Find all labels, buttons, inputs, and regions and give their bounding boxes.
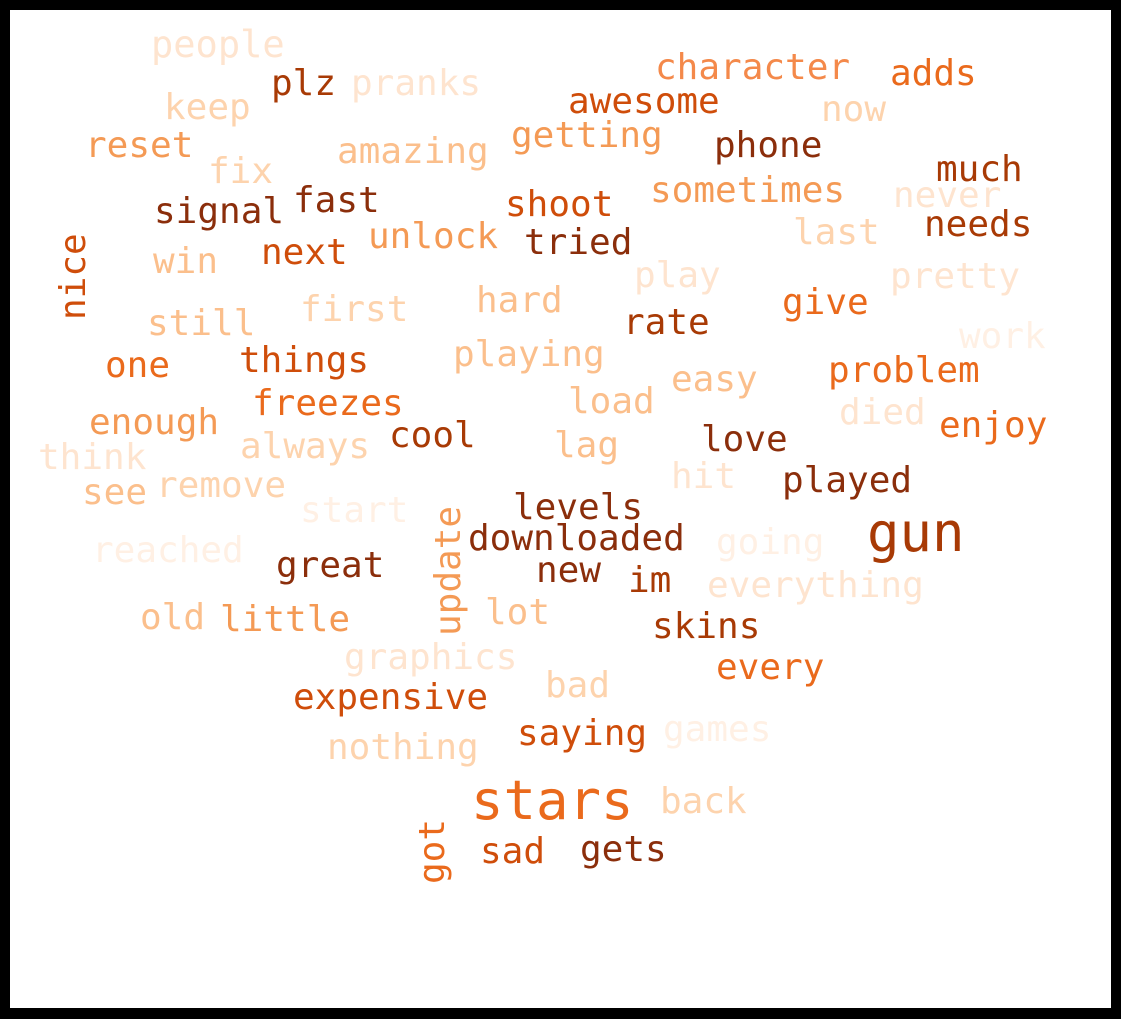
word-start: start (300, 490, 409, 531)
word-nice: nice (53, 233, 94, 320)
word-awesome: awesome (568, 81, 720, 122)
word-amazing: amazing (337, 131, 489, 172)
word-still: still (147, 303, 256, 344)
word-fix: fix (208, 151, 274, 192)
word-levels: levels (513, 487, 644, 528)
word-playing: playing (453, 334, 605, 375)
word-cool: cool (389, 415, 476, 456)
word-remove: remove (156, 465, 287, 506)
word-cloud: people plz pranks character adds keep aw… (10, 10, 1111, 1008)
word-easy: easy (671, 359, 758, 400)
word-gets: gets (580, 829, 667, 870)
word-getting: getting (511, 115, 663, 156)
word-lot: lot (485, 592, 551, 633)
word-freezes: freezes (252, 383, 404, 424)
word-enjoy: enjoy (939, 405, 1048, 446)
word-phone: phone (714, 125, 823, 166)
word-things: things (239, 340, 370, 381)
word-much: much (936, 149, 1023, 190)
word-give: give (782, 282, 869, 323)
word-rate: rate (623, 302, 710, 343)
word-shoot: shoot (505, 184, 614, 225)
word-played: played (782, 460, 913, 501)
word-stars: stars (471, 769, 634, 832)
word-great: great (276, 545, 385, 586)
word-im: im (628, 560, 672, 601)
word-bad: bad (545, 665, 611, 706)
word-tried: tried (524, 222, 633, 263)
word-downloaded: downloaded (468, 518, 685, 559)
word-saying: saying (517, 713, 648, 754)
word-load: load (568, 381, 655, 422)
word-back: back (660, 781, 747, 822)
word-games: games (663, 709, 772, 750)
word-sad: sad (480, 831, 546, 872)
word-signal: signal (154, 191, 285, 232)
word-expensive: expensive (293, 677, 489, 718)
word-every: every (716, 647, 825, 688)
word-going: going (716, 522, 825, 563)
word-everything: everything (707, 565, 924, 606)
word-little: little (220, 599, 351, 640)
word-play: play (634, 255, 721, 296)
word-sometimes: sometimes (650, 170, 846, 211)
word-adds: adds (890, 53, 977, 94)
word-always: always (240, 426, 371, 467)
word-character: character (655, 47, 851, 88)
word-problem: problem (828, 350, 980, 391)
word-hard: hard (476, 280, 563, 321)
word-skins: skins (652, 606, 761, 647)
word-win: win (153, 241, 219, 282)
word-reached: reached (92, 530, 244, 571)
word-never: never (893, 175, 1002, 216)
word-got: got (412, 818, 453, 884)
word-next: next (261, 232, 348, 273)
word-plz: plz (271, 63, 337, 104)
word-new: new (536, 550, 602, 591)
word-now: now (821, 89, 887, 130)
word-gun: gun (867, 501, 965, 564)
word-unlock: unlock (368, 216, 499, 257)
word-enough: enough (89, 402, 220, 443)
word-died: died (839, 392, 926, 433)
word-reset: reset (85, 125, 194, 166)
word-nothing: nothing (327, 727, 479, 768)
word-last: last (793, 212, 880, 253)
word-people: people (151, 23, 285, 66)
word-pretty: pretty (890, 256, 1021, 297)
word-update: update (428, 505, 469, 636)
word-first: first (300, 289, 409, 330)
word-love: love (701, 419, 788, 460)
word-graphics: graphics (344, 637, 518, 678)
word-think: think (38, 437, 147, 478)
word-lag: lag (554, 425, 620, 466)
word-see: see (82, 472, 148, 513)
word-work: work (959, 316, 1046, 357)
word-fast: fast (293, 180, 380, 221)
word-one: one (105, 345, 171, 386)
word-old: old (140, 597, 206, 638)
word-needs: needs (924, 204, 1033, 245)
word-keep: keep (164, 87, 251, 128)
word-pranks: pranks (351, 63, 482, 104)
word-hit: hit (671, 456, 737, 497)
